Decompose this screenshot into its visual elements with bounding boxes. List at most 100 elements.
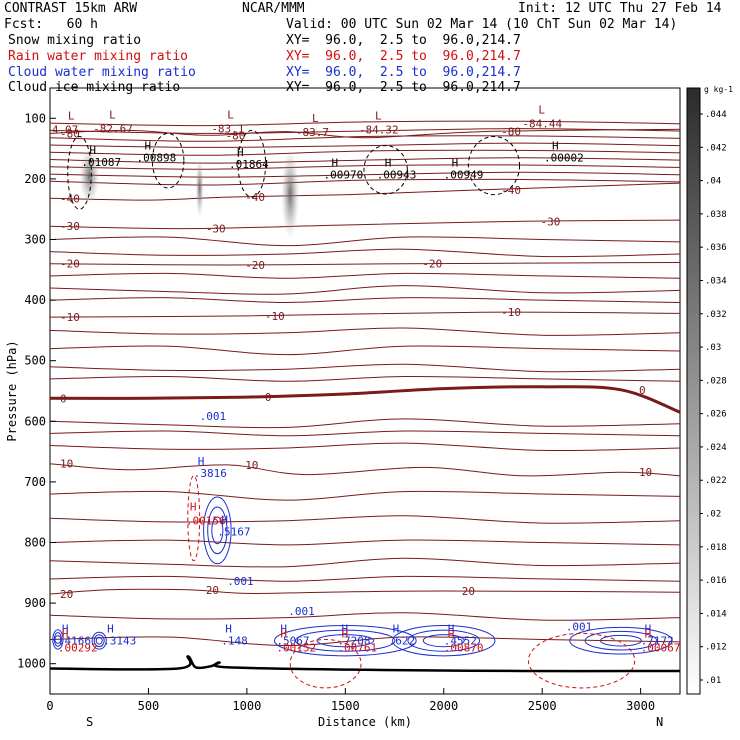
upper-temperature-contour	[49, 128, 681, 134]
field-name-cloud-water: Cloud water mixing ratio	[8, 65, 196, 80]
cloud-water-contour	[93, 634, 105, 648]
temperature-contour-label: 20	[206, 584, 219, 597]
cloud-ice-contour	[237, 129, 267, 198]
cloud-water-max-H-marker: H	[393, 623, 400, 636]
colorbar-tick-label: .02	[705, 510, 721, 520]
cloud-water-contour	[95, 636, 103, 645]
snow-max-value-label: .00002	[544, 152, 584, 165]
cloud-water-max-value-label: .5167	[217, 526, 250, 539]
cloud-water-contour	[54, 635, 62, 644]
temperature-contour--80	[49, 128, 681, 139]
temperature-contour	[49, 636, 681, 647]
y-tick-label: 900	[24, 596, 46, 610]
rain-max-H-marker: H	[62, 628, 69, 641]
min-L-marker: L	[538, 104, 545, 117]
colorbar-tick-label: .03	[705, 343, 721, 353]
cloud-water-contour	[407, 629, 481, 652]
cloud-water-max-value-label: .7172	[641, 635, 674, 648]
cloud-water-contour	[584, 630, 658, 651]
temperature-contour-label: -40	[60, 192, 80, 205]
snow-shading	[281, 149, 300, 240]
colorbar-tick-label: .042	[705, 143, 727, 153]
plot-frame	[49, 87, 681, 695]
min-L-marker: L	[227, 108, 234, 121]
cloud-water-contour	[91, 631, 107, 650]
temperature-contour	[49, 375, 681, 382]
rain-max-value-label: .00761	[337, 642, 377, 655]
temperature-contour-label: 10	[639, 466, 652, 479]
temperature-contour	[49, 272, 681, 279]
snow-max-H-marker: H	[552, 140, 559, 153]
min-value-label: -82.67	[93, 122, 133, 135]
x-tick-label: 3000	[626, 699, 655, 713]
cloud-water-contour-label: .001	[200, 410, 227, 423]
rain-max-value-label: .00870	[444, 642, 484, 655]
temperature-contour-label: -80	[501, 126, 521, 139]
x-axis-label: Distance (km)	[318, 715, 412, 729]
temperature-contour-label: -40	[501, 184, 521, 197]
field-xy-snow: XY= 96.0, 2.5 to 96.0,214.7	[286, 33, 521, 48]
field-xy-rain: XY= 96.0, 2.5 to 96.0,214.7	[286, 49, 521, 64]
min-value-label: 4.07	[52, 124, 79, 137]
upper-temperature-contour	[49, 178, 681, 186]
cloud-water-max-H-marker: H	[645, 623, 652, 636]
temperature-contour-label: 20	[60, 588, 73, 601]
temperature-contour-label: -30	[206, 223, 226, 236]
cloud-water-contour	[207, 506, 228, 555]
cloud-water-contour	[569, 626, 673, 655]
colorbar-tick-label: .036	[705, 243, 727, 253]
snow-shading	[79, 147, 100, 204]
temperature-contour-label: -30	[541, 215, 561, 228]
temperature-contour	[49, 248, 681, 258]
rain-max-value-label: .00156	[186, 514, 226, 527]
colorbar-tick-label: .044	[705, 110, 727, 120]
temperature-contour-label: 10	[60, 458, 73, 471]
temperature-contour-label: -40	[245, 191, 265, 204]
upper-temperature-contour	[49, 120, 681, 127]
temperature-contour-label: -80	[60, 127, 80, 140]
min-value-label: -84.44	[522, 118, 562, 131]
temperature-contour-10	[49, 463, 681, 477]
temperature-contour-20	[49, 588, 681, 595]
field-xy-cloud-water: XY= 96.0, 2.5 to 96.0,214.7	[286, 65, 521, 80]
min-value-label: -84.32	[359, 124, 399, 137]
colorbar	[686, 87, 701, 695]
rain-max-H-marker: H	[190, 500, 197, 513]
temperature-contour-label: 10	[245, 459, 258, 472]
cloud-water-max-value-label: .3143	[103, 635, 136, 648]
upper-temperature-contour	[49, 164, 681, 170]
cloud-water-contour	[273, 625, 417, 657]
min-L-marker: L	[109, 108, 116, 121]
temperature-contour	[49, 612, 681, 621]
temperature-contour	[49, 490, 681, 501]
model-title: CONTRAST 15km ARW	[4, 1, 138, 16]
temperature-contour-label: -10	[501, 306, 521, 319]
cloud-ice-contour	[467, 135, 521, 196]
temperature-contour-label: -30	[60, 220, 80, 233]
init-time: Init: 12 UTC Thu 27 Feb 14	[518, 1, 722, 16]
temperature-contour	[49, 297, 681, 304]
min-L-marker: L	[68, 110, 75, 123]
temperature-contour--30	[49, 219, 681, 230]
temperature-contour--20	[49, 262, 681, 266]
temperature-contour	[49, 363, 681, 373]
rain-contour	[527, 632, 636, 689]
snow-max-H-marker: H	[385, 157, 392, 170]
upper-temperature-contour	[49, 171, 681, 178]
x-tick-label: 2500	[528, 699, 557, 713]
min-value-label: -83.1	[211, 122, 244, 135]
snow-max-value-label: .00970	[324, 169, 364, 182]
cloud-water-max-value-label: .4166	[58, 635, 91, 648]
colorbar-tick-label: .034	[705, 276, 727, 286]
cloud-water-max-H-marker: H	[225, 623, 232, 636]
terrain-line	[49, 655, 681, 673]
rain-max-value-label: .00292	[58, 642, 98, 655]
temperature-contour	[49, 442, 681, 452]
y-tick-label: 700	[24, 475, 46, 489]
rain-max-H-marker: H	[341, 628, 348, 641]
temperature-contour-label: -20	[60, 258, 80, 271]
y-tick-label: 1000	[17, 657, 46, 671]
upper-temperature-contour	[49, 149, 681, 156]
upper-temperature-contour	[49, 135, 681, 142]
